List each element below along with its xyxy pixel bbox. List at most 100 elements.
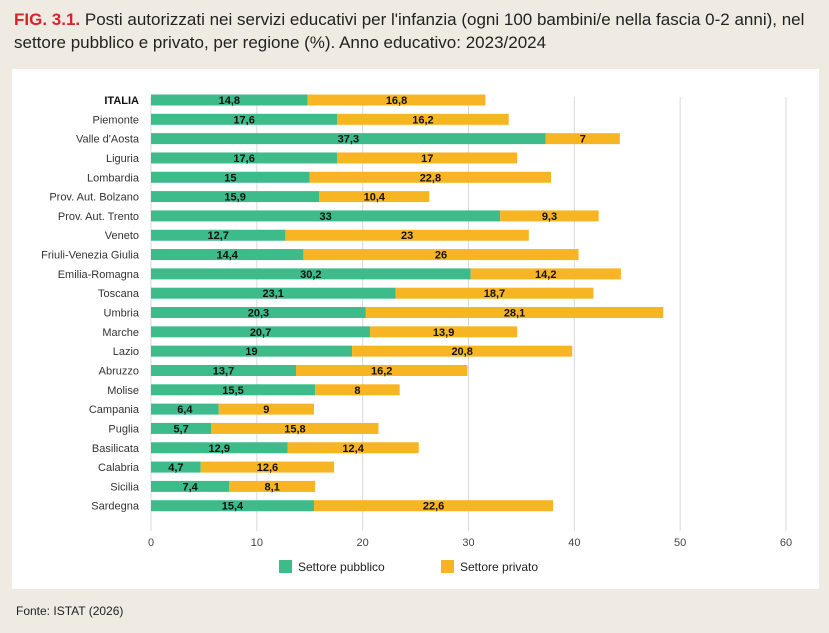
value-label-privato: 16,8 <box>386 95 407 107</box>
x-tick-label: 0 <box>148 537 154 549</box>
bar-pubblico <box>151 364 296 376</box>
bar-privato <box>395 287 594 299</box>
value-label-privato: 7 <box>580 134 586 146</box>
bar-pubblico <box>151 113 338 125</box>
value-label-pubblico: 19 <box>245 346 257 358</box>
chart-panel: 0 10 20 30 40 50 60 ITALIA 14,8 16,8 Piemonte 17,6 1… <box>12 69 819 589</box>
value-label-pubblico: 20,7 <box>250 327 271 339</box>
x-tick-label: 60 <box>780 537 792 549</box>
bar-privato <box>319 191 430 203</box>
category-label: Friuli-Venezia Giulia <box>41 250 140 262</box>
category-label: Abruzzo <box>99 365 139 377</box>
value-label-privato: 18,7 <box>484 288 505 300</box>
bar-pubblico <box>151 249 304 261</box>
bar-pubblico <box>151 461 201 473</box>
value-label-pubblico: 7,4 <box>183 481 199 493</box>
value-label-privato: 16,2 <box>371 365 392 377</box>
value-label-pubblico: 15,5 <box>222 385 243 397</box>
value-label-pubblico: 13,7 <box>213 365 234 377</box>
bar-privato <box>365 307 664 319</box>
bar-privato <box>315 384 400 396</box>
category-label: Calabria <box>98 462 140 474</box>
chart-title: FIG. 3.1. Posti autorizzati nei servizi … <box>14 8 819 54</box>
bar-privato <box>307 94 486 106</box>
category-label: Basilicata <box>92 443 140 455</box>
legend-label-privato: Settore privato <box>460 560 538 574</box>
value-label-privato: 8 <box>354 385 360 397</box>
category-label: Sicilia <box>110 481 140 493</box>
bar-pubblico <box>151 326 371 338</box>
bar-privato <box>295 364 468 376</box>
title-text: Posti autorizzati nei servizi educativi … <box>14 10 805 52</box>
bar-privato <box>200 461 335 473</box>
legend-label-pubblico: Settore pubblico <box>298 560 385 574</box>
bar-privato <box>337 113 509 125</box>
bar-privato <box>370 326 518 338</box>
category-label: Emilia-Romagna <box>58 269 140 281</box>
bar-privato <box>218 403 314 415</box>
value-label-privato: 28,1 <box>504 308 525 320</box>
category-label-italia: ITALIA <box>104 95 139 107</box>
value-label-pubblico: 17,6 <box>233 153 254 165</box>
value-label-privato: 15,8 <box>284 423 305 435</box>
bar-pubblico <box>151 94 308 106</box>
figure-label: FIG. 3.1. <box>14 10 81 29</box>
value-label-pubblico: 37,3 <box>338 134 359 146</box>
bar-privato <box>303 249 579 261</box>
bar-privato <box>352 345 573 357</box>
x-tick-label: 30 <box>462 537 474 549</box>
category-label: Marche <box>102 327 139 339</box>
value-label-privato: 12,6 <box>257 462 278 474</box>
bar-privato <box>337 152 518 164</box>
bar-privato <box>285 229 529 241</box>
value-label-pubblico: 6,4 <box>177 404 193 416</box>
value-label-pubblico: 20,3 <box>248 308 269 320</box>
bar-pubblico <box>151 403 219 415</box>
category-label: Prov. Aut. Trento <box>58 211 139 223</box>
value-label-privato: 23 <box>401 230 413 242</box>
category-label: Sardegna <box>91 501 140 513</box>
value-label-privato: 13,9 <box>433 327 454 339</box>
bar-privato <box>313 500 554 512</box>
x-tick-label: 40 <box>568 537 580 549</box>
bar-pubblico <box>151 171 310 183</box>
bar-privato <box>287 442 419 454</box>
x-tick-label: 10 <box>251 537 263 549</box>
bar-privato <box>229 480 316 492</box>
bar-pubblico <box>151 287 396 299</box>
value-label-pubblico: 14,4 <box>216 250 238 262</box>
value-label-privato: 16,2 <box>412 114 433 126</box>
value-label-pubblico: 14,8 <box>219 95 240 107</box>
bar-pubblico <box>151 191 320 203</box>
category-label: Lazio <box>113 346 139 358</box>
bar-pubblico <box>151 210 501 222</box>
value-label-privato: 14,2 <box>535 269 556 281</box>
bar-privato <box>309 171 552 183</box>
value-label-pubblico: 17,6 <box>233 114 254 126</box>
bar-pubblico <box>151 480 230 492</box>
bar-chart: 0 10 20 30 40 50 60 ITALIA 14,8 16,8 Piemonte 17,6 1… <box>41 94 792 574</box>
bar-pubblico <box>151 500 314 512</box>
legend-swatch-privato <box>441 560 454 573</box>
value-label-privato: 22,6 <box>423 501 444 513</box>
value-label-pubblico: 15,4 <box>222 501 244 513</box>
value-label-privato: 12,4 <box>342 443 364 455</box>
bar-pubblico <box>151 307 366 319</box>
value-label-pubblico: 5,7 <box>174 423 189 435</box>
legend-swatch-pubblico <box>279 560 292 573</box>
bar-pubblico <box>151 133 546 145</box>
value-label-privato: 9 <box>263 404 269 416</box>
value-label-pubblico: 4,7 <box>168 462 183 474</box>
bar-pubblico <box>151 442 288 454</box>
value-label-privato: 9,3 <box>542 211 557 223</box>
bar-pubblico <box>151 345 353 357</box>
value-label-pubblico: 23,1 <box>263 288 284 300</box>
category-label: Campania <box>89 404 140 416</box>
category-label: Molise <box>107 385 139 397</box>
bar-privato <box>470 268 621 280</box>
bar-privato <box>211 422 379 434</box>
x-tick-label: 20 <box>357 537 369 549</box>
category-label: Liguria <box>106 153 140 165</box>
category-label: Umbria <box>104 308 140 320</box>
value-label-privato: 10,4 <box>364 192 386 204</box>
